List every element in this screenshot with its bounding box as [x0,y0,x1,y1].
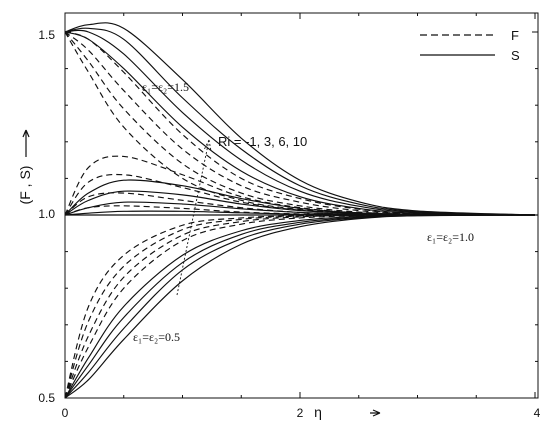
series-line-f-1-5-ri--1 [65,31,536,216]
x-tick-label: 2 [297,406,304,420]
x-tick-label: 0 [62,406,69,420]
y-axis-arrow [22,129,30,157]
legend: F S [420,28,520,63]
annotation-ri: Ri = -1, 3, 6, 10 [218,134,307,149]
x-axis-label: η [314,404,322,420]
series-line-s-1-5-ri-10 [65,22,536,216]
series-line-f-1-5-ri-10 [65,31,536,216]
series-line-s-1-0-ri-10 [65,179,536,216]
legend-label-s: S [511,48,520,63]
ri-arrow [176,139,212,296]
legend-label-f: F [511,28,519,43]
plot-frame [64,12,539,399]
x-axis-arrow [370,409,381,417]
series-line-f-1-5-ri-3 [65,31,536,216]
series-line-f-0-5-ri-6 [65,214,536,398]
annotation-group-mid: ε₁=ε₂=1.0 [427,230,474,244]
annotation-group-low: ε₁=ε₂=0.5 [133,330,180,344]
x-tick-label: 4 [534,406,541,420]
y-axis-label: (F , S) [17,166,33,205]
series-line-f-0-5-ri-10 [65,214,535,398]
series-line-f-1-5-ri-6 [65,31,536,216]
series-line-s-1-5-ri--1 [65,31,536,216]
series-line-f-0-5-ri--1 [65,214,536,398]
annotation-group-high: ε₁=ε₂=1.5 [142,80,189,94]
series-line-s-1-5-ri-3 [65,29,536,216]
curves-layer [65,22,538,398]
y-tick-label: 1.0 [38,207,55,221]
ticks-layer [64,13,538,399]
y-tick-label: 1.5 [38,28,55,42]
series-line-s-1-5-ri-6 [65,27,536,216]
series-line-s-0-5-ri-10 [65,214,536,398]
y-tick-label: 0.5 [38,391,55,405]
